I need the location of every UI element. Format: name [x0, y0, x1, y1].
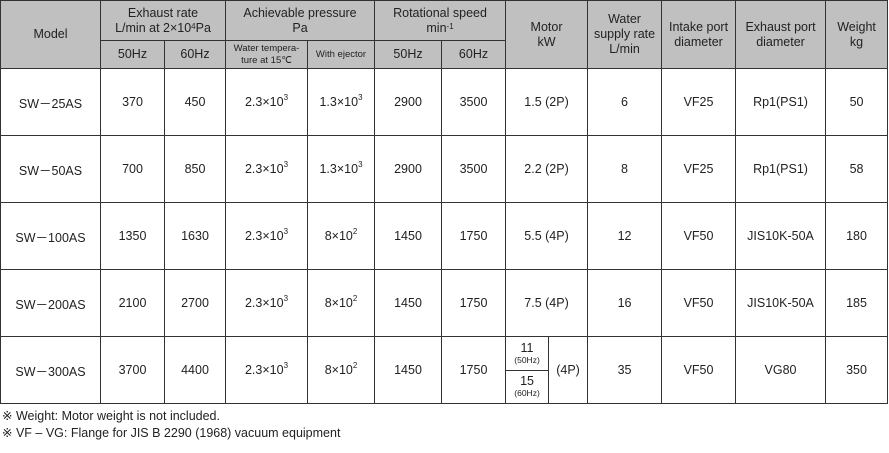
- cell-exhaust-60hz: 850: [164, 135, 226, 203]
- cell-water: 35: [587, 336, 663, 404]
- footnote-weight: ※ Weight: Motor weight is not included.: [2, 409, 220, 423]
- table-row: SW－50AS 700 850 2.3×103 1.3×103 2900 350…: [0, 135, 889, 203]
- cell-intake: VF50: [661, 202, 737, 270]
- header-pressure: Achievable pressure Pa: [224, 0, 376, 41]
- speed-unit: min-1: [426, 20, 454, 35]
- table-row: SW－25AS 370 450 2.3×103 1.3×103 2900 350…: [0, 68, 889, 136]
- cell-pressure-water: 2.3×103: [225, 135, 308, 203]
- cell-exhaust-60hz: 2700: [164, 269, 226, 337]
- cell-pressure-water: 2.3×103: [225, 336, 308, 404]
- motor-50hz-value: 11 (50Hz): [506, 338, 549, 371]
- cell-pressure-ejector: 1.3×103: [306, 68, 376, 136]
- cell-exhaust-50hz: 370: [100, 68, 165, 136]
- cell-motor: 2.2 (2P): [505, 135, 589, 203]
- footnote-flange: ※ VF – VG: Flange for JIS B 2290 (1968) …: [2, 426, 341, 440]
- cell-exhaust-port: Rp1(PS1): [735, 68, 827, 136]
- cell-weight: 58: [825, 135, 889, 203]
- cell-exhaust-port: JIS10K-50A: [735, 269, 827, 337]
- cell-model: SW－25AS: [0, 68, 101, 136]
- cell-intake: VF50: [661, 269, 737, 337]
- table-row: SW－300AS 3700 4400 2.3×103 8×102 1450 17…: [0, 336, 889, 404]
- header-exhaust-port: Exhaust port diameter: [735, 0, 827, 69]
- header-speed: Rotational speed min-1: [374, 0, 507, 41]
- header-speed-50hz: 50Hz: [374, 40, 443, 69]
- header-exhaust-60hz: 60Hz: [164, 40, 226, 69]
- cell-intake: VF50: [661, 336, 737, 404]
- cell-water: 8: [587, 135, 663, 203]
- motor-poles: (4P): [556, 363, 580, 377]
- cell-exhaust-50hz: 2100: [100, 269, 165, 337]
- cell-water: 12: [587, 202, 663, 270]
- motor-60hz-value: 15 (60Hz): [514, 374, 540, 399]
- cell-exhaust-port: Rp1(PS1): [735, 135, 827, 203]
- cell-model: SW－50AS: [0, 135, 101, 203]
- cell-exhaust-port: VG80: [735, 336, 827, 404]
- cell-pressure-water: 2.3×103: [225, 269, 308, 337]
- cell-motor-split: 11 (50Hz) 15 (60Hz) (4P): [505, 336, 589, 404]
- cell-model: SW－300AS: [0, 336, 101, 404]
- cell-weight: 50: [825, 68, 889, 136]
- header-water: Water supply rate L/min: [587, 0, 663, 69]
- cell-speed-50hz: 1450: [374, 202, 443, 270]
- cell-speed-50hz: 2900: [374, 68, 443, 136]
- cell-water: 16: [587, 269, 663, 337]
- header-intake: Intake port diameter: [661, 0, 737, 69]
- spec-table: Model Exhaust rate L/min at 2×104Pa Achi…: [0, 0, 889, 404]
- cell-exhaust-50hz: 1350: [100, 202, 165, 270]
- cell-motor: 7.5 (4P): [505, 269, 589, 337]
- cell-speed-50hz: 2900: [374, 135, 443, 203]
- cell-exhaust-60hz: 1630: [164, 202, 226, 270]
- cell-intake: VF25: [661, 68, 737, 136]
- pressure-unit: Pa: [292, 20, 308, 35]
- cell-weight: 185: [825, 269, 889, 337]
- cell-weight: 180: [825, 202, 889, 270]
- header-exhaust-50hz: 50Hz: [100, 40, 165, 69]
- pressure-title: Achievable pressure: [243, 5, 357, 20]
- header-exhaust-rate: Exhaust rate L/min at 2×104Pa: [100, 0, 226, 41]
- cell-speed-60hz: 3500: [441, 135, 507, 203]
- cell-speed-50hz: 1450: [374, 269, 443, 337]
- cell-motor: 1.5 (2P): [505, 68, 589, 136]
- cell-exhaust-port: JIS10K-50A: [735, 202, 827, 270]
- cell-exhaust-60hz: 4400: [164, 336, 226, 404]
- cell-model: SW－100AS: [0, 202, 101, 270]
- cell-speed-50hz: 1450: [374, 336, 443, 404]
- cell-pressure-ejector: 8×102: [306, 269, 376, 337]
- speed-title: Rotational speed: [393, 5, 487, 20]
- cell-exhaust-50hz: 700: [100, 135, 165, 203]
- cell-speed-60hz: 1750: [441, 202, 507, 270]
- cell-pressure-ejector: 1.3×103: [306, 135, 376, 203]
- footnotes: ※ Weight: Motor weight is not included. …: [0, 404, 889, 442]
- cell-model: SW－200AS: [0, 269, 101, 337]
- cell-pressure-ejector: 8×102: [306, 336, 376, 404]
- cell-intake: VF25: [661, 135, 737, 203]
- cell-speed-60hz: 3500: [441, 68, 507, 136]
- header-with-ejector: With ejector: [306, 40, 376, 69]
- exhaust-rate-title: Exhaust rate: [127, 5, 199, 20]
- exhaust-rate-unit: L/min at 2×104Pa: [115, 20, 211, 35]
- cell-speed-60hz: 1750: [441, 336, 507, 404]
- cell-pressure-water: 2.3×103: [225, 202, 308, 270]
- cell-pressure-water: 2.3×103: [225, 68, 308, 136]
- table-row: SW－200AS 2100 2700 2.3×103 8×102 1450 17…: [0, 269, 889, 337]
- cell-exhaust-60hz: 450: [164, 68, 226, 136]
- cell-speed-60hz: 1750: [441, 269, 507, 337]
- header-weight: Weight kg: [825, 0, 889, 69]
- cell-weight: 350: [825, 336, 889, 404]
- cell-water: 6: [587, 68, 663, 136]
- cell-exhaust-50hz: 3700: [100, 336, 165, 404]
- header-speed-60hz: 60Hz: [441, 40, 507, 69]
- cell-pressure-ejector: 8×102: [306, 202, 376, 270]
- table-row: SW－100AS 1350 1630 2.3×103 8×102 1450 17…: [0, 202, 889, 270]
- cell-motor: 5.5 (4P): [505, 202, 589, 270]
- header-motor: Motor kW: [505, 0, 589, 69]
- header-model: Model: [0, 0, 101, 69]
- header-water-temp: Water tempera- ture at 15℃: [225, 40, 308, 69]
